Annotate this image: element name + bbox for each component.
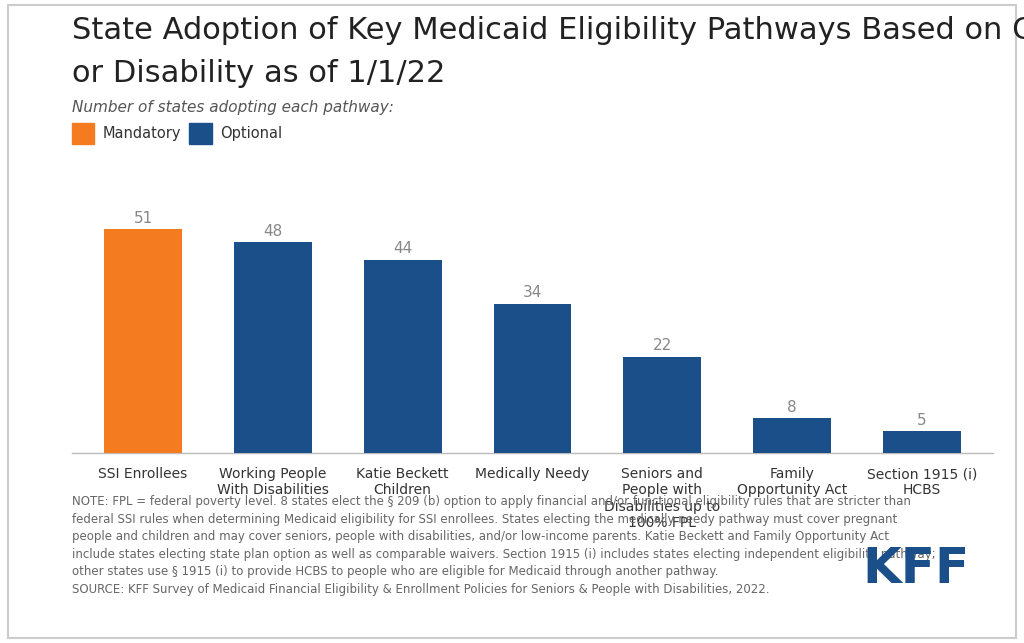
- Text: 51: 51: [133, 211, 153, 226]
- Bar: [624, 357, 701, 453]
- Text: 34: 34: [523, 285, 542, 300]
- Text: 22: 22: [652, 338, 672, 353]
- Bar: [233, 242, 312, 453]
- Text: 48: 48: [263, 224, 283, 239]
- Text: 8: 8: [787, 400, 797, 415]
- Bar: [753, 418, 831, 453]
- Text: or Disability as of 1/1/22: or Disability as of 1/1/22: [72, 59, 445, 88]
- Text: Number of states adopting each pathway:: Number of states adopting each pathway:: [72, 100, 393, 114]
- Text: 5: 5: [918, 413, 927, 428]
- Text: KFF: KFF: [863, 545, 970, 593]
- Text: Mandatory: Mandatory: [102, 126, 181, 141]
- Bar: [883, 431, 961, 453]
- Bar: [104, 230, 182, 453]
- Text: NOTE: FPL = federal poverty level. 8 states elect the § 209 (b) option to apply : NOTE: FPL = federal poverty level. 8 sta…: [72, 495, 935, 595]
- Bar: [494, 304, 571, 453]
- Text: State Adoption of Key Medicaid Eligibility Pathways Based on Old Age: State Adoption of Key Medicaid Eligibili…: [72, 16, 1024, 45]
- Bar: [364, 260, 441, 453]
- Text: 44: 44: [393, 242, 413, 257]
- Text: Optional: Optional: [220, 126, 283, 141]
